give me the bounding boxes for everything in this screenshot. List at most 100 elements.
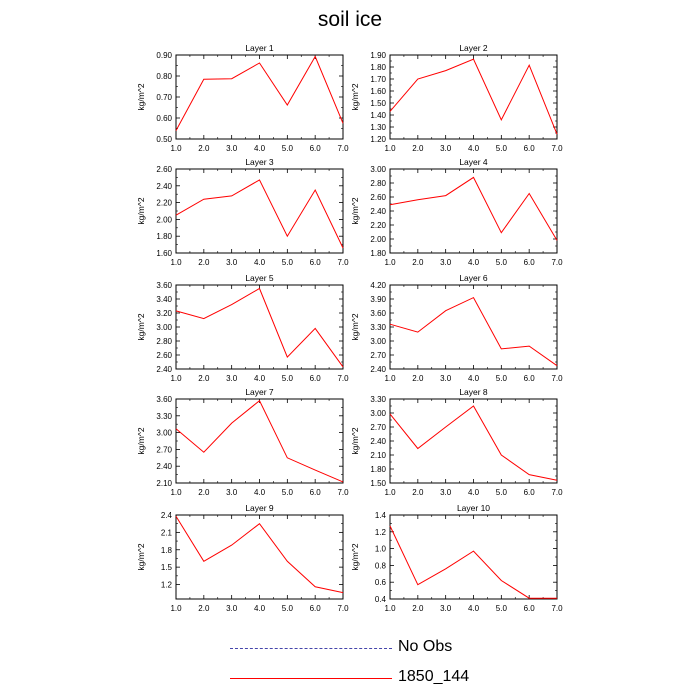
- y-tick-label: 3.30: [370, 395, 386, 404]
- y-tick-label: 2.40: [370, 207, 386, 216]
- y-tick-label: 1.8: [161, 546, 173, 555]
- y-tick-label: 1.30: [370, 123, 386, 132]
- series-line-1850_144: [175, 287, 344, 368]
- y-tick-label: 2.20: [156, 199, 172, 208]
- panel-title: Layer 6: [459, 273, 488, 283]
- y-tick-label: 0.8: [375, 561, 387, 570]
- plot-frame: [175, 398, 344, 484]
- y-tick-label: 3.30: [156, 412, 172, 421]
- series-line-1850_144: [389, 525, 557, 599]
- y-tick-label: 3.40: [156, 295, 172, 304]
- panel-layer-1: Layer 1 kg/m^2 1.0 2.0 3.0 4.0 5.0 6.0 7.0 0.50 0.…: [136, 43, 349, 153]
- legend-obs: No Obs: [230, 638, 530, 660]
- y-tick-label: 2.40: [156, 462, 172, 471]
- x-tick-label: 6.0: [310, 258, 322, 267]
- y-tick-label: 3.00: [156, 429, 172, 438]
- x-tick-label: 4.0: [468, 144, 480, 153]
- plot-frame: [389, 398, 558, 484]
- x-tick-label: 1.0: [170, 258, 182, 267]
- x-tick-label: 5.0: [282, 488, 294, 497]
- y-tick-label: 0.90: [156, 51, 172, 60]
- x-tick-label: 3.0: [226, 374, 238, 383]
- x-tick-label: 6.0: [310, 144, 322, 153]
- x-tick-label: 1.0: [384, 604, 396, 613]
- x-tick-label: 6.0: [524, 144, 536, 153]
- y-tick-label: 2.40: [370, 437, 386, 446]
- y-axis-label: kg/m^2: [350, 313, 360, 340]
- panel-layer-8: Layer 8 kg/m^2 1.0 2.0 3.0 4.0 5.0 6.0 7.0 1.50 1.…: [350, 387, 563, 497]
- y-tick-label: 3.20: [156, 309, 172, 318]
- panel-layer-2: Layer 2 kg/m^2 1.0 2.0 3.0 4.0 5.0 6.0 7.0 1.20 1.…: [350, 43, 563, 153]
- x-tick-label: 6.0: [524, 488, 536, 497]
- y-tick-label: 2.80: [156, 337, 172, 346]
- x-tick-label: 4.0: [254, 144, 266, 153]
- x-tick-label: 7.0: [551, 374, 563, 383]
- x-tick-label: 3.0: [226, 488, 238, 497]
- x-tick-label: 2.0: [412, 258, 424, 267]
- x-tick-label: 4.0: [468, 488, 480, 497]
- y-tick-label: 3.60: [156, 281, 172, 290]
- x-tick-label: 5.0: [496, 144, 508, 153]
- panel-title: Layer 8: [459, 387, 488, 397]
- y-tick-label: 1.70: [370, 75, 386, 84]
- legend-obs-swatch: [230, 648, 392, 649]
- y-axis-label: kg/m^2: [136, 543, 146, 570]
- panel-layer-7: Layer 7 kg/m^2 1.0 2.0 3.0 4.0 5.0 6.0 7.0 2.10 2.…: [136, 387, 349, 497]
- x-tick-label: 2.0: [412, 604, 424, 613]
- x-tick-label: 4.0: [254, 374, 266, 383]
- series-line-1850_144: [175, 399, 344, 483]
- x-tick-label: 5.0: [282, 144, 294, 153]
- x-tick-label: 2.0: [198, 374, 210, 383]
- x-tick-label: 3.0: [440, 374, 452, 383]
- legend-model-label: 1850_144: [398, 668, 470, 685]
- x-tick-label: 2.0: [198, 258, 210, 267]
- x-tick-label: 7.0: [551, 144, 563, 153]
- panel-layer-10: Layer 10 kg/m^2 1.0 2.0 3.0 4.0 5.0 6.0 7.0 0.4 0.…: [350, 503, 563, 613]
- x-tick-label: 4.0: [468, 258, 480, 267]
- x-tick-label: 3.0: [440, 258, 452, 267]
- plot-frame: [175, 168, 344, 254]
- y-tick-label: 2.00: [370, 235, 386, 244]
- y-tick-label: 0.4: [375, 595, 387, 604]
- y-tick-label: 1.40: [370, 111, 386, 120]
- plot-frame: [389, 514, 558, 600]
- series-line-1850_144: [389, 296, 558, 367]
- y-tick-label: 1.0: [375, 545, 387, 554]
- x-tick-label: 3.0: [226, 258, 238, 267]
- y-tick-label: 2.20: [370, 221, 386, 230]
- panel-title: Layer 1: [245, 43, 274, 53]
- y-axis-label: kg/m^2: [350, 83, 360, 110]
- panel-title: Layer 10: [457, 503, 490, 513]
- panel-title: Layer 5: [245, 273, 274, 283]
- series-line-1850_144: [389, 58, 558, 135]
- series-line-1850_144: [175, 55, 344, 131]
- series-line-1850_144: [175, 515, 344, 594]
- y-tick-label: 0.70: [156, 93, 172, 102]
- legend-model: 1850_144: [230, 668, 530, 690]
- x-tick-label: 3.0: [226, 144, 238, 153]
- y-tick-label: 1.80: [370, 465, 386, 474]
- x-tick-label: 1.0: [170, 374, 182, 383]
- panel-layer-3: Layer 3 kg/m^2 1.0 2.0 3.0 4.0 5.0 6.0 7.0 1.60 1.…: [136, 157, 349, 267]
- x-tick-label: 3.0: [440, 604, 452, 613]
- y-tick-label: 3.00: [370, 337, 386, 346]
- y-tick-label: 0.80: [156, 72, 172, 81]
- plot-frame: [175, 284, 344, 370]
- x-tick-label: 5.0: [496, 258, 508, 267]
- y-tick-label: 1.50: [370, 479, 386, 488]
- series-line-1850_144: [389, 176, 558, 241]
- x-tick-label: 4.0: [254, 488, 266, 497]
- plot-frame: [175, 54, 344, 140]
- panel-layer-4: Layer 4 kg/m^2 1.0 2.0 3.0 4.0 5.0 6.0 7.0 1.80 2.…: [350, 157, 563, 267]
- x-tick-label: 2.0: [198, 144, 210, 153]
- y-tick-label: 2.40: [156, 182, 172, 191]
- x-tick-label: 2.0: [412, 374, 424, 383]
- y-tick-label: 3.60: [156, 395, 172, 404]
- x-tick-label: 6.0: [310, 604, 322, 613]
- x-tick-label: 2.0: [412, 488, 424, 497]
- x-tick-label: 1.0: [384, 258, 396, 267]
- x-tick-label: 5.0: [282, 258, 294, 267]
- y-tick-label: 2.70: [156, 445, 172, 454]
- y-tick-label: 2.1: [161, 528, 173, 537]
